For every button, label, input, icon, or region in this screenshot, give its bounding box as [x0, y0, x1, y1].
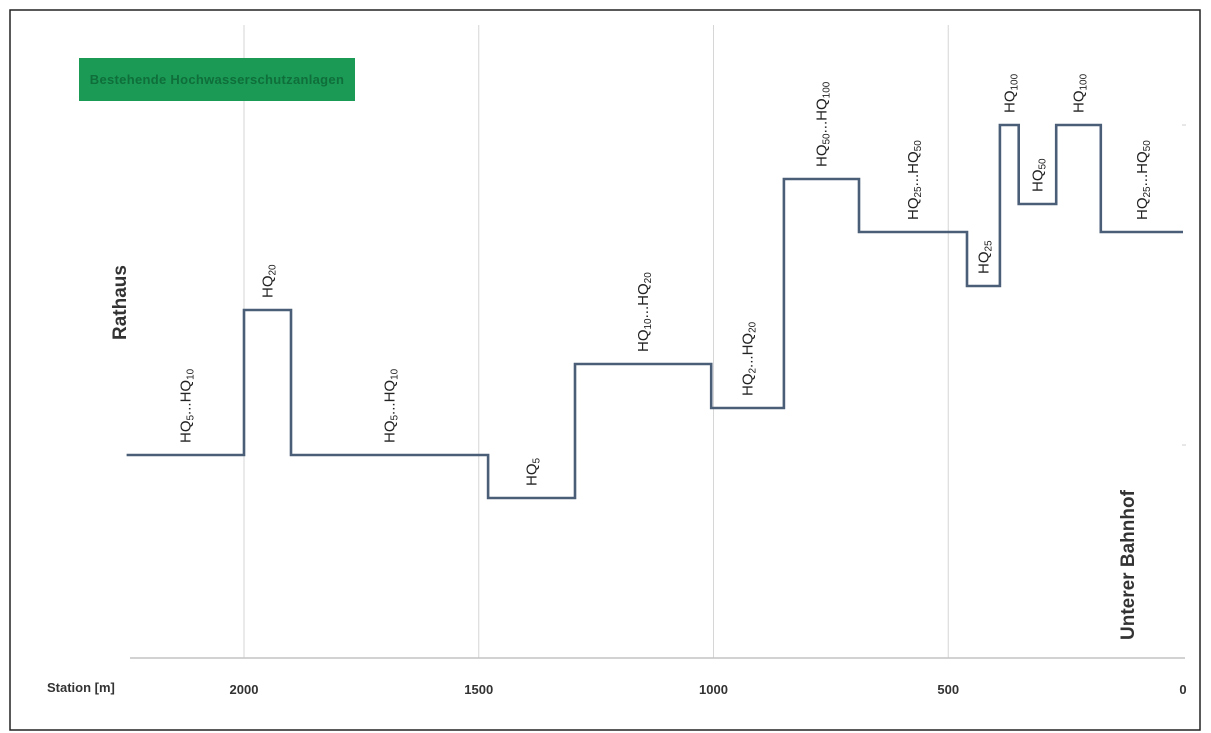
segment-label: HQ5...HQ10	[382, 368, 401, 443]
protection-level-line	[126, 123, 1183, 500]
landmark-left-label: Rathaus	[110, 265, 131, 340]
segment-label: HQ20	[260, 264, 279, 298]
segment-label: HQ2...HQ20	[740, 321, 759, 396]
segment-label: HQ50	[1030, 158, 1049, 192]
x-tick-label: 1000	[699, 682, 728, 697]
landmark-right-label: Unterer Bahnhof	[1118, 489, 1139, 640]
segment-label: HQ25...HQ50	[1134, 140, 1153, 220]
x-axis-label: Station [m]	[47, 680, 115, 695]
x-tick-label: 0	[1179, 682, 1186, 697]
segment-label: HQ25...HQ50	[905, 140, 924, 220]
segment-label: HQ50...HQ100	[814, 81, 833, 167]
segment-label: HQ25	[976, 240, 995, 274]
chart-border	[9, 9, 1201, 731]
x-tick-label: 2000	[230, 682, 259, 697]
legend-label: Bestehende Hochwasserschutzanlagen	[89, 72, 345, 87]
x-tick-label: 500	[937, 682, 959, 697]
x-tick-label: 1500	[464, 682, 493, 697]
legend-box: Bestehende Hochwasserschutzanlagen	[79, 58, 355, 101]
segment-label: HQ5...HQ10	[177, 368, 196, 443]
segment-label: HQ10...HQ20	[635, 272, 654, 352]
segment-label: HQ100	[1071, 73, 1090, 113]
segment-label: HQ100	[1001, 73, 1020, 113]
segment-label: HQ5	[524, 458, 543, 487]
